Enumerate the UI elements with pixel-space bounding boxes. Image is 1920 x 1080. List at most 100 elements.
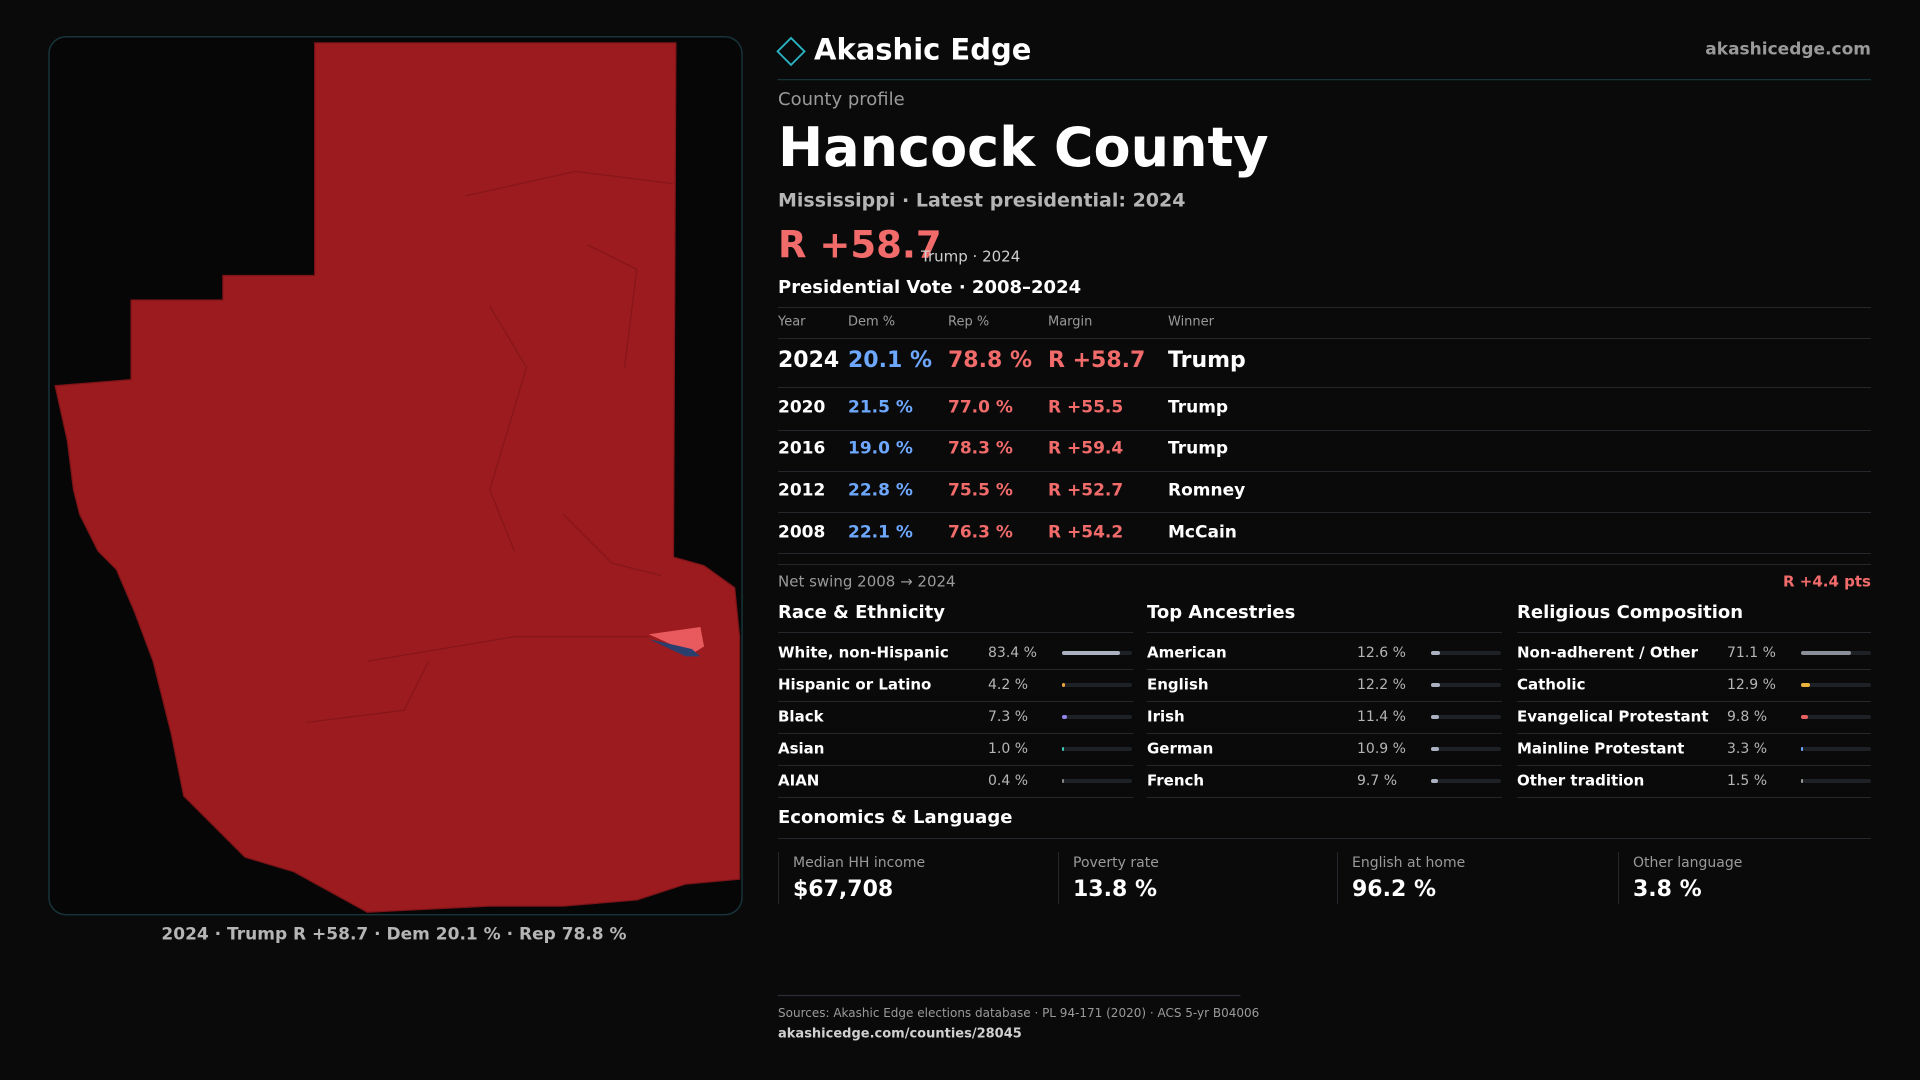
bar-track [1062, 715, 1132, 719]
bar-track [1431, 683, 1501, 687]
bar-track [1801, 779, 1871, 783]
table-cell: 76.3 % [948, 522, 1013, 543]
bar [1062, 779, 1064, 783]
sources: Sources: Akashic Edge elections database… [778, 1006, 1260, 1020]
bar [1062, 651, 1121, 655]
bar [1062, 715, 1068, 719]
divider [1147, 632, 1502, 633]
divider [778, 307, 1871, 308]
stat-value: $67,708 [793, 877, 894, 902]
divider [778, 512, 1871, 513]
bar [1062, 747, 1064, 751]
item-value: 0.4 % [988, 773, 1029, 789]
item-value: 4.2 % [988, 677, 1029, 693]
bar [1062, 683, 1065, 687]
margin: R +58.7 [778, 223, 942, 267]
bar-track [1062, 747, 1132, 751]
site-link: akashicedge.com [1705, 39, 1871, 60]
subtitle: Mississippi · Latest presidential: 2024 [778, 189, 1186, 212]
table-cell: 20.1 % [848, 348, 932, 373]
item-label: White, non-Hispanic [778, 643, 949, 662]
section-title: Presidential Vote · 2008–2024 [778, 277, 1082, 298]
table-cell: Trump [1168, 397, 1229, 418]
county-title: Hancock County [778, 116, 1269, 179]
table-cell: 2008 [778, 522, 826, 543]
item-label: English [1147, 675, 1209, 694]
bar [1431, 683, 1440, 687]
item-value: 12.2 % [1357, 677, 1406, 693]
bar [1801, 651, 1851, 655]
divider [1147, 797, 1502, 798]
table-cell: 19.0 % [848, 438, 913, 459]
item-label: Hispanic or Latino [778, 675, 932, 694]
brand: Akashic Edge [814, 32, 1032, 67]
item-value: 12.6 % [1357, 645, 1406, 661]
table-cell: 22.8 % [848, 480, 913, 501]
item-label: Evangelical Protestant [1517, 707, 1709, 726]
divider [778, 387, 1871, 388]
item-label: Irish [1147, 707, 1185, 726]
divider [778, 564, 1871, 565]
item-label: American [1147, 643, 1227, 662]
column-header: Dem % [848, 314, 896, 330]
table-cell: 78.8 % [948, 348, 1032, 373]
item-value: 12.9 % [1727, 677, 1776, 693]
map-boundaries [306, 170, 674, 724]
divider [778, 338, 1871, 339]
divider [1147, 669, 1502, 670]
item-label: Other tradition [1517, 771, 1645, 790]
stat-border [778, 852, 779, 904]
bar [1801, 715, 1808, 719]
stat-label: Median HH income [793, 855, 926, 871]
column-header: Year [778, 314, 806, 330]
table-cell: 22.1 % [848, 522, 913, 543]
stat-border [1618, 852, 1619, 904]
map-precinct [648, 639, 701, 657]
stat-label: Poverty rate [1073, 855, 1159, 871]
item-value: 11.4 % [1357, 709, 1406, 725]
table-cell: Trump [1168, 438, 1229, 459]
stat-border [1337, 852, 1338, 904]
net-swing-value: R +4.4 pts [1783, 572, 1871, 591]
divider [1517, 733, 1871, 734]
table-cell: R +59.4 [1048, 438, 1124, 459]
column-header: Rep % [948, 314, 990, 330]
bar-track [1801, 715, 1871, 719]
net-swing-label: Net swing 2008 → 2024 [778, 572, 956, 591]
bar [1801, 779, 1803, 783]
panel-title: Religious Composition [1517, 602, 1744, 623]
map-precinct [648, 626, 705, 654]
bar-track [1801, 747, 1871, 751]
item-value: 7.3 % [988, 709, 1029, 725]
table-cell: 21.5 % [848, 397, 913, 418]
bar-track [1801, 683, 1871, 687]
table-cell: R +52.7 [1048, 480, 1124, 501]
divider [1517, 797, 1871, 798]
divider [778, 765, 1133, 766]
item-value: 10.9 % [1357, 741, 1406, 757]
item-label: Mainline Protestant [1517, 739, 1685, 758]
table-cell: R +58.7 [1048, 348, 1146, 373]
item-value: 9.8 % [1727, 709, 1768, 725]
divider [778, 430, 1871, 431]
county-map [54, 42, 741, 913]
bar [1431, 747, 1439, 751]
item-label: German [1147, 739, 1214, 758]
divider [1147, 701, 1502, 702]
item-value: 9.7 % [1357, 773, 1398, 789]
table-cell: 2024 [778, 348, 840, 373]
stat-label: Other language [1633, 855, 1743, 871]
bar [1431, 779, 1438, 783]
divider [1147, 733, 1502, 734]
divider [1517, 701, 1871, 702]
divider [778, 632, 1133, 633]
bar-track [1431, 779, 1501, 783]
divider [778, 471, 1871, 472]
item-value: 71.1 % [1727, 645, 1776, 661]
item-value: 83.4 % [988, 645, 1037, 661]
table-cell: Trump [1168, 348, 1246, 373]
divider [1517, 669, 1871, 670]
divider [778, 669, 1133, 670]
